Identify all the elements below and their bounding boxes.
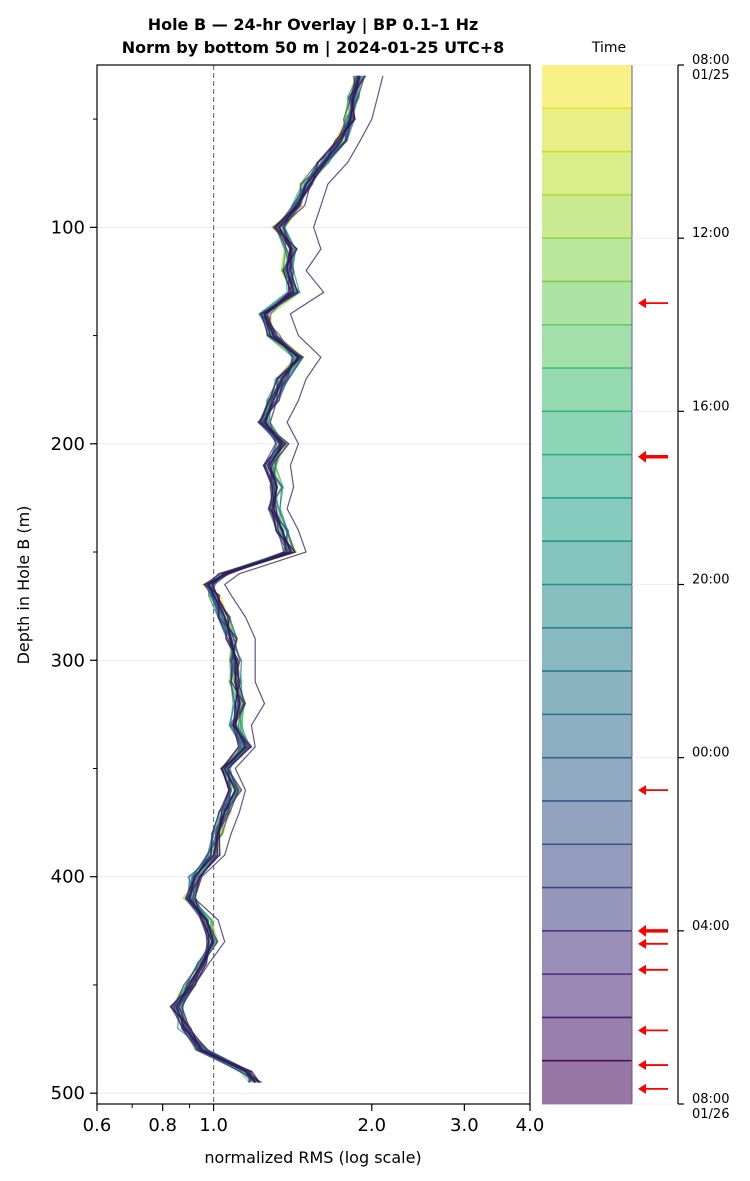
series-line-18 xyxy=(175,75,360,1083)
x-axis-title: normalized RMS (log scale) xyxy=(204,1148,421,1167)
x-tick-label-4.0: 4.0 xyxy=(516,1115,545,1136)
y-tick-label-400: 400 xyxy=(51,867,85,888)
event-arrow-7 xyxy=(638,1025,668,1036)
series-line-3 xyxy=(171,75,363,1083)
series-line-20 xyxy=(170,75,366,1083)
event-arrow-head xyxy=(638,1025,646,1036)
colorbar-segments xyxy=(542,65,633,1105)
event-arrow-head xyxy=(638,1060,646,1071)
colorbar-segment-4 xyxy=(542,194,632,239)
plot-frame xyxy=(96,64,531,1105)
event-arrow-1 xyxy=(638,298,668,309)
chart-title-line1: Hole B — 24-hr Overlay | BP 0.1–1 Hz xyxy=(148,15,479,35)
y-tick-label-500: 500 xyxy=(51,1083,85,1104)
colorbar-segment-24 xyxy=(542,1060,632,1105)
event-arrow-head xyxy=(638,1083,646,1094)
plot-area: 0.6 0.8 1.0 2.0 3.0 4.0 100 200 300 400 500 xyxy=(51,64,545,1136)
colorbar-segment-7 xyxy=(542,324,632,369)
colorbar-segment-16 xyxy=(542,714,632,759)
colorbar-tick-label: 16:00 xyxy=(692,399,729,414)
event-arrow-head xyxy=(638,785,646,796)
colorbar-segment-1 xyxy=(542,65,632,109)
colorbar-segment-12 xyxy=(542,541,632,585)
colorbar-segment-13 xyxy=(542,584,632,629)
y-axis-title: Depth in Hole B (m) xyxy=(14,506,33,665)
colorbar-tick-label: 20:00 xyxy=(692,573,729,588)
x-axis: 0.6 0.8 1.0 2.0 3.0 4.0 xyxy=(83,1104,545,1136)
colorbar-event-markers xyxy=(638,298,668,1094)
series-line-outlier xyxy=(181,75,384,1083)
colorbar-segment-3 xyxy=(542,151,632,196)
colorbar-axis: 08:0001/2512:0016:0020:0000:0004:0008:00… xyxy=(677,53,729,1122)
event-arrow-2 xyxy=(638,450,668,463)
colorbar-tick-label: 08:00 xyxy=(692,1092,729,1107)
colorbar-segment-17 xyxy=(542,757,632,802)
series-line-24 xyxy=(169,75,360,1083)
colorbar-segment-6 xyxy=(542,281,632,326)
colorbar-segment-23 xyxy=(542,1017,632,1062)
colorbar-tick-label: 12:00 xyxy=(692,226,729,241)
event-arrow-4 xyxy=(638,924,668,937)
series-line-10 xyxy=(173,75,359,1083)
event-arrow-head xyxy=(638,938,646,949)
colorbar-segment-15 xyxy=(542,671,632,715)
series-line-5 xyxy=(171,75,365,1083)
event-arrow-head xyxy=(638,450,646,463)
x-tick-label-1.0: 1.0 xyxy=(199,1115,228,1136)
colorbar-tick-label: 08:00 xyxy=(692,53,729,68)
series-line-mean xyxy=(175,75,361,1083)
series-line-23 xyxy=(172,75,358,1083)
colorbar-segment-9 xyxy=(542,411,632,456)
x-tick-label-0.6: 0.6 xyxy=(83,1115,112,1136)
event-arrow-head xyxy=(638,964,646,975)
colorbar-title: Time xyxy=(591,40,626,56)
series-line-19 xyxy=(173,75,360,1083)
event-arrow-head xyxy=(638,924,646,937)
event-arrow-head xyxy=(638,298,646,309)
event-arrow-8 xyxy=(638,1060,668,1071)
x-tick-label-0.8: 0.8 xyxy=(148,1115,177,1136)
colorbar-tick-label: 00:00 xyxy=(692,746,729,761)
event-arrow-5 xyxy=(638,938,668,949)
x-tick-label-2.0: 2.0 xyxy=(357,1115,386,1136)
y-tick-label-200: 200 xyxy=(51,434,85,455)
series-line-8 xyxy=(169,75,361,1083)
colorbar-tick-label: 04:00 xyxy=(692,919,729,934)
colorbar-segment-20 xyxy=(542,887,632,932)
colorbar-gridlines xyxy=(632,64,678,1105)
gridlines xyxy=(97,226,530,1094)
series-line-11 xyxy=(171,75,366,1083)
colorbar-segment-10 xyxy=(542,454,632,499)
colorbar-segment-21 xyxy=(542,930,632,975)
colorbar-segment-22 xyxy=(542,974,632,1018)
colorbar-tick-label-date: 01/25 xyxy=(692,68,729,83)
event-arrow-6 xyxy=(638,964,668,975)
colorbar-segment-14 xyxy=(542,627,632,672)
colorbar-segment-5 xyxy=(542,238,632,282)
colorbar-segment-2 xyxy=(542,108,632,152)
x-tick-label-3.0: 3.0 xyxy=(450,1115,479,1136)
y-axis: 100 200 300 400 500 xyxy=(51,118,97,1104)
colorbar-tick-label-date: 01/26 xyxy=(692,1107,729,1122)
colorbar-segment-19 xyxy=(542,844,632,888)
series-lines xyxy=(169,75,384,1083)
chart-title-line2: Norm by bottom 50 m | 2024-01-25 UTC+8 xyxy=(122,38,505,58)
colorbar-segment-18 xyxy=(542,800,632,845)
event-arrow-9 xyxy=(638,1083,668,1094)
colorbar-segment-8 xyxy=(542,368,632,412)
y-tick-label-300: 300 xyxy=(51,650,85,671)
colorbar-segment-11 xyxy=(542,497,632,542)
colorbar: Time 08:0001/2512:0016:0020:0000:0004:00… xyxy=(542,40,729,1122)
event-arrow-3 xyxy=(638,785,668,796)
y-tick-label-100: 100 xyxy=(51,217,85,238)
series-line-7 xyxy=(171,75,359,1083)
